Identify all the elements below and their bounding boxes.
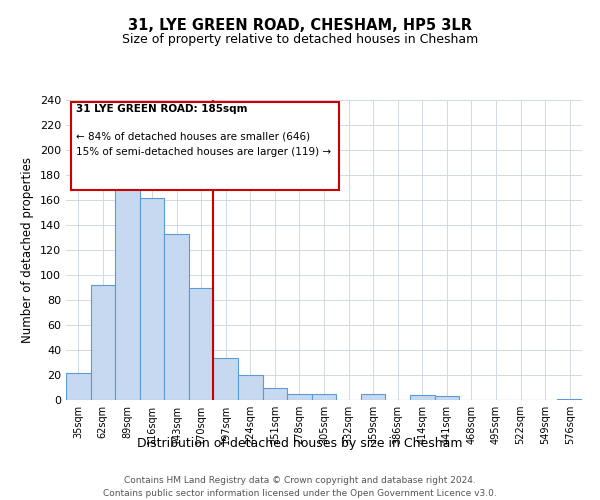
Bar xyxy=(66,372,91,400)
Bar xyxy=(410,395,434,400)
Text: ← 84% of detached houses are smaller (646)
15% of semi-detached houses are large: ← 84% of detached houses are smaller (64… xyxy=(76,132,331,157)
Text: Size of property relative to detached houses in Chesham: Size of property relative to detached ho… xyxy=(122,32,478,46)
Text: Distribution of detached houses by size in Chesham: Distribution of detached houses by size … xyxy=(137,438,463,450)
Bar xyxy=(91,285,115,400)
Bar xyxy=(238,375,263,400)
Bar xyxy=(434,396,459,400)
Text: 31 LYE GREEN ROAD: 185sqm: 31 LYE GREEN ROAD: 185sqm xyxy=(76,104,248,115)
Bar xyxy=(164,234,189,400)
Bar xyxy=(287,394,312,400)
Bar xyxy=(312,394,336,400)
Bar xyxy=(214,358,238,400)
Text: Contains public sector information licensed under the Open Government Licence v3: Contains public sector information licen… xyxy=(103,489,497,498)
Bar xyxy=(115,166,140,400)
Bar xyxy=(189,288,214,400)
Bar xyxy=(140,198,164,400)
Text: Contains HM Land Registry data © Crown copyright and database right 2024.: Contains HM Land Registry data © Crown c… xyxy=(124,476,476,485)
Y-axis label: Number of detached properties: Number of detached properties xyxy=(22,157,34,343)
FancyBboxPatch shape xyxy=(71,102,340,190)
Bar xyxy=(263,388,287,400)
Bar xyxy=(361,394,385,400)
Bar xyxy=(557,399,582,400)
Text: 31, LYE GREEN ROAD, CHESHAM, HP5 3LR: 31, LYE GREEN ROAD, CHESHAM, HP5 3LR xyxy=(128,18,472,32)
